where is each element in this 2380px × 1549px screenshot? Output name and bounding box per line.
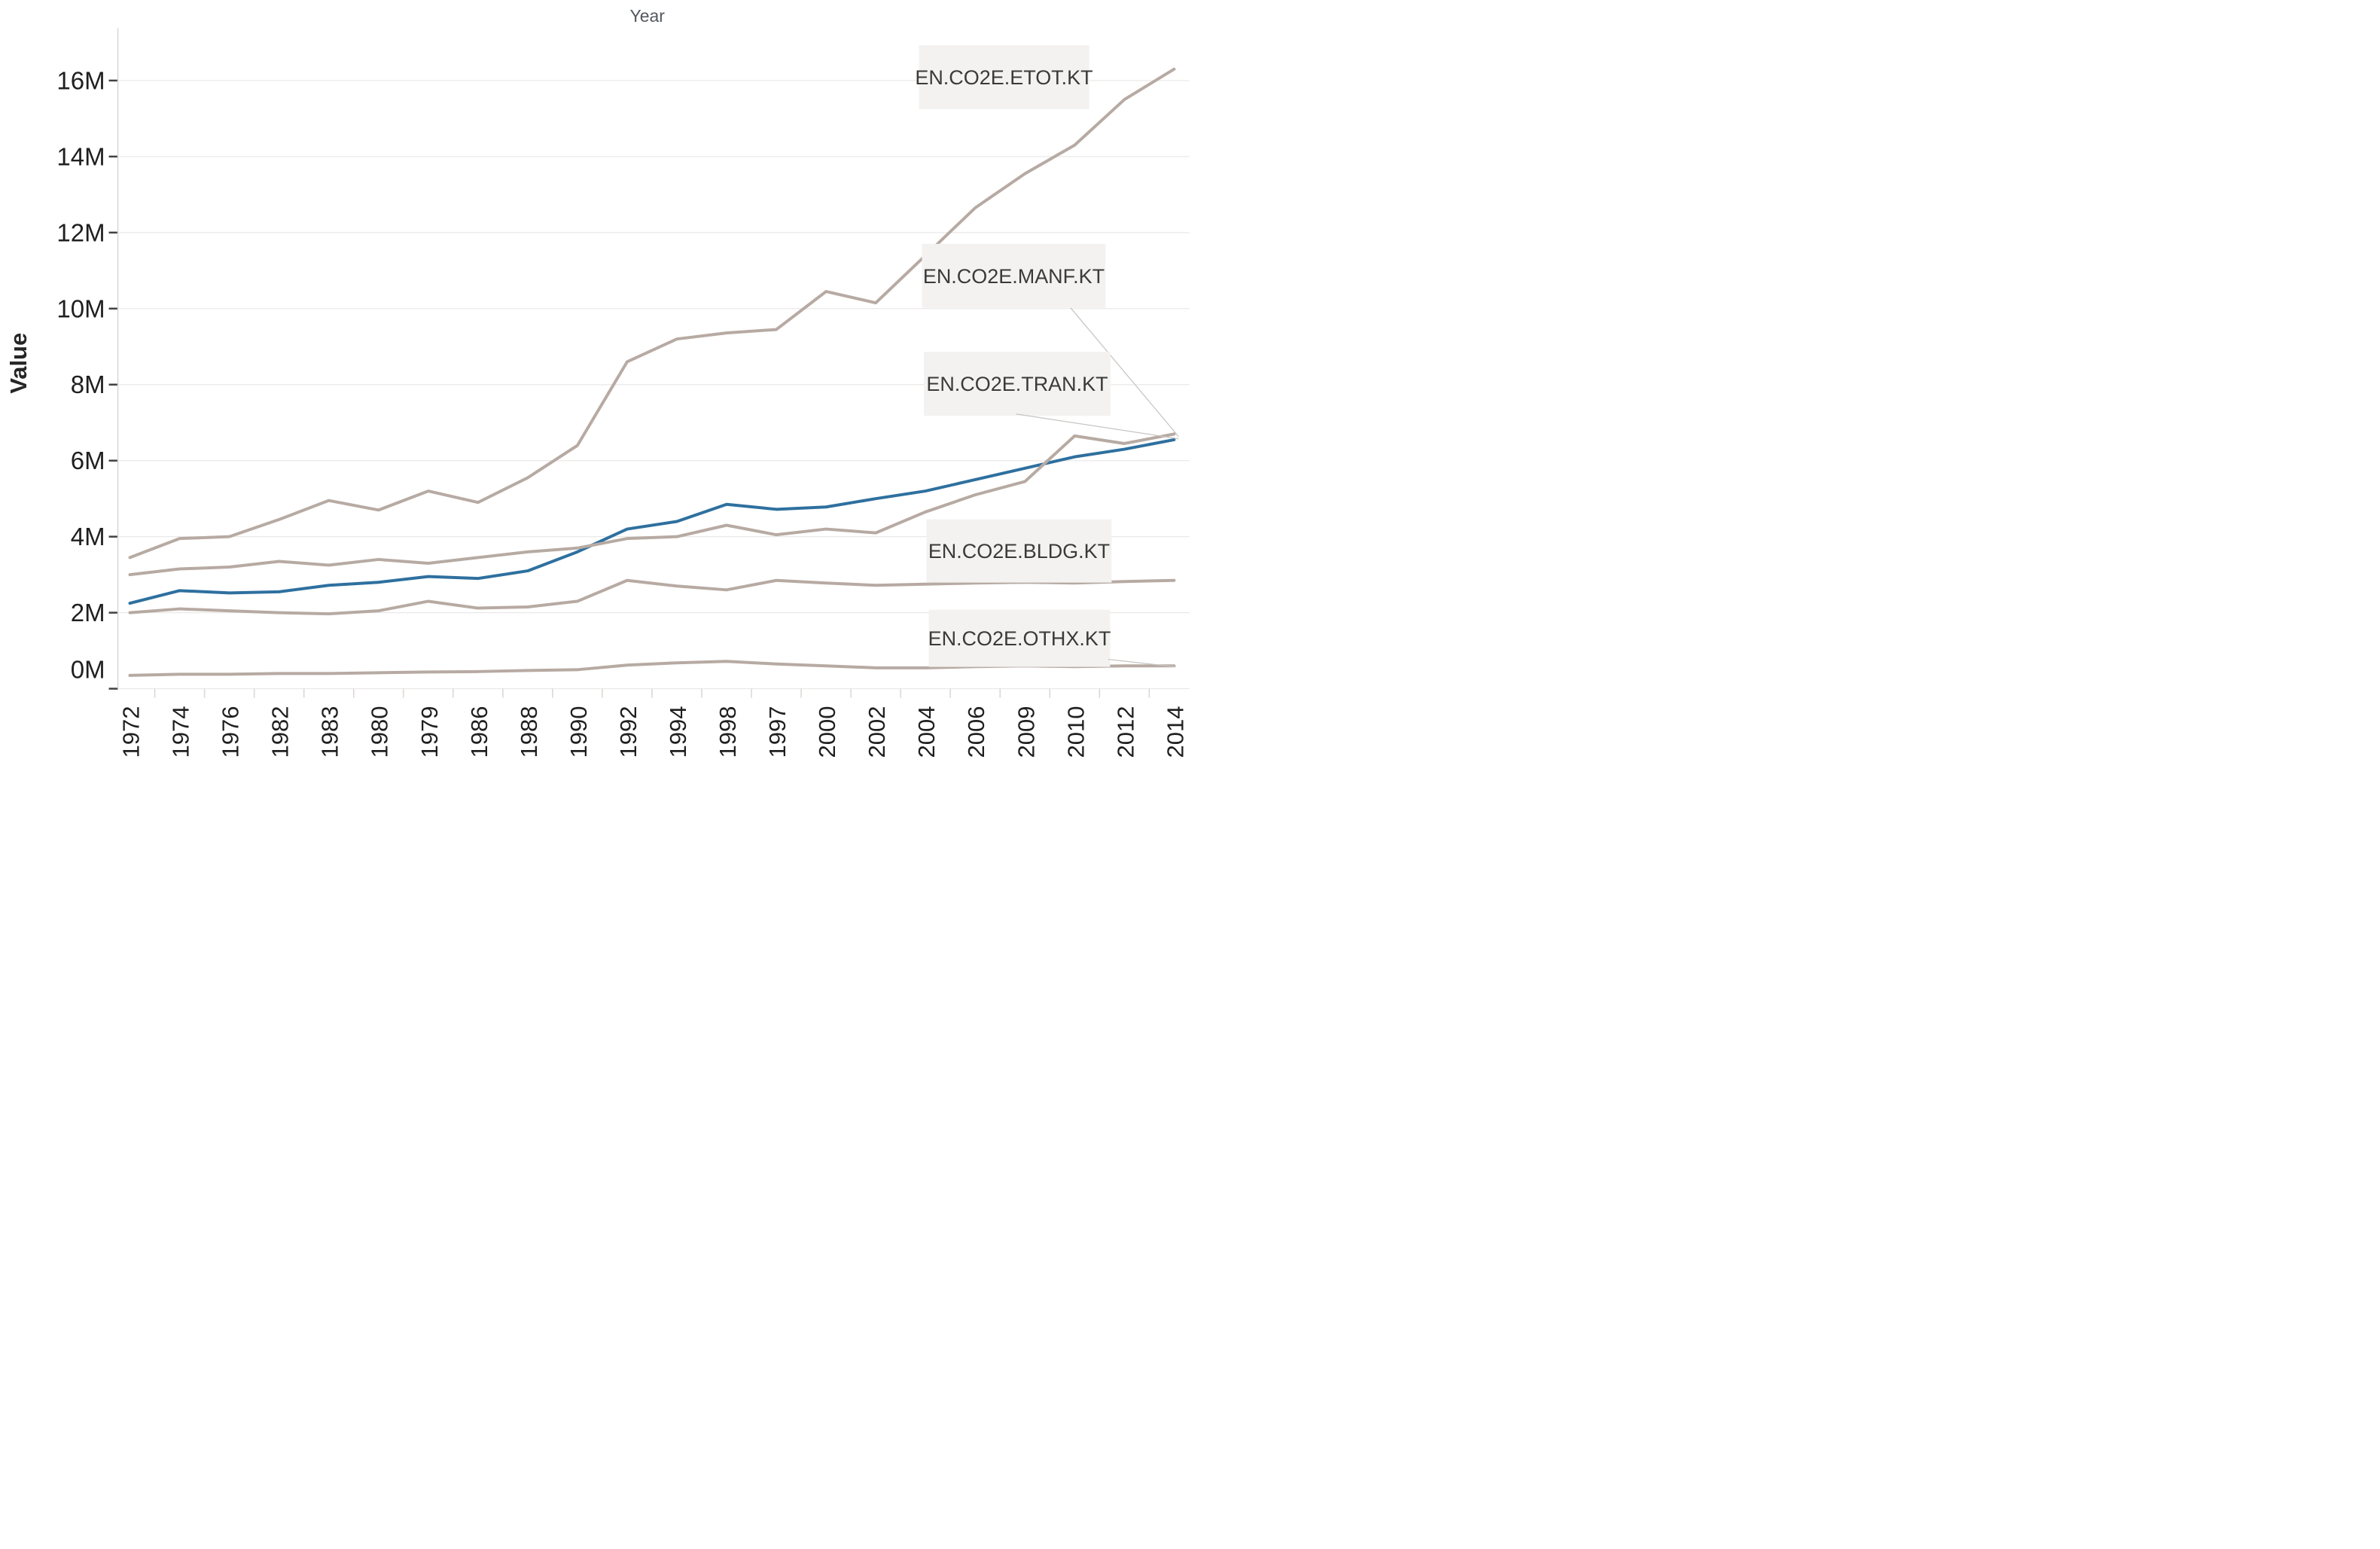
annotation-label: EN.CO2E.ETOT.KT	[915, 66, 1092, 89]
x-tick-label-1974: 1974	[168, 706, 194, 758]
series-line-en-co2e-etot-kt[interactable]	[128, 67, 1176, 560]
y-tick-label-0M: 0M	[71, 656, 105, 684]
x-tick-label-1972: 1972	[118, 706, 145, 758]
y-tick-label-6M: 6M	[71, 447, 105, 474]
x-axis-title: Year	[630, 6, 666, 26]
tableau-line-chart-page: Year Value 0M 2M 4M 6M 8M 10M 12M 14M 16M 1972 19…	[0, 0, 1190, 774]
x-tick-label-1998: 1998	[715, 706, 741, 758]
annotation-leader-line	[1070, 307, 1179, 438]
annotation-leader-line	[1108, 658, 1176, 668]
y-tick-label-10M: 10M	[56, 294, 105, 322]
x-axis: 1972 1974 1976 1982 1983 1980 1979 1986 1988 1990…	[118, 688, 1188, 758]
annotation-en-co2e-bldg-kt[interactable]: EN.CO2E.BLDG.KT	[926, 519, 1112, 583]
x-tick-label-2014: 2014	[1162, 706, 1188, 758]
x-tick-label-1992: 1992	[615, 706, 641, 758]
x-tick-label-2002: 2002	[864, 706, 890, 758]
x-tick-label-1982: 1982	[267, 706, 294, 758]
x-tick-label-1988: 1988	[516, 706, 542, 758]
x-tick-label-1990: 1990	[565, 706, 592, 758]
x-tick-label-2009: 2009	[1013, 706, 1039, 758]
x-tick-label-2010: 2010	[1062, 706, 1089, 758]
y-tick-label-16M: 16M	[56, 66, 105, 94]
annotation-en-co2e-tran-kt[interactable]: EN.CO2E.TRAN.KT	[924, 352, 1179, 440]
x-tick-label-2012: 2012	[1112, 706, 1138, 758]
y-axis: 0M 2M 4M 6M 8M 10M 12M 14M 16M	[56, 28, 119, 690]
series-line-en-co2e-manf-kt[interactable]	[128, 432, 1176, 577]
annotation-en-co2e-manf-kt[interactable]: EN.CO2E.MANF.KT	[922, 243, 1179, 438]
x-tick-label-2006: 2006	[963, 706, 989, 758]
annotation-label: EN.CO2E.MANF.KT	[923, 265, 1105, 288]
annotation-en-co2e-othx-kt[interactable]: EN.CO2E.OTHX.KT	[928, 609, 1176, 668]
y-tick-label-12M: 12M	[56, 218, 105, 246]
annotation-box[interactable]	[922, 243, 1106, 308]
x-tick-label-2000: 2000	[814, 706, 840, 758]
x-tick-label-1980: 1980	[367, 706, 393, 758]
y-tick-label-14M: 14M	[56, 142, 105, 170]
series-annotations: EN.CO2E.ETOT.KT EN.CO2E.MANF.KT EN.CO2E.TR…	[915, 44, 1179, 668]
annotation-label: EN.CO2E.BLDG.KT	[928, 540, 1110, 563]
x-tick-label-1986: 1986	[466, 706, 492, 758]
x-tick-label-1997: 1997	[764, 706, 791, 758]
x-tick-label-1994: 1994	[665, 706, 691, 758]
annotation-box[interactable]	[928, 609, 1111, 667]
y-tick-label-2M: 2M	[71, 599, 105, 627]
series-line-en-co2e-bldg-kt[interactable]	[128, 578, 1176, 616]
x-tick-label-2004: 2004	[913, 706, 940, 758]
y-tick-label-4M: 4M	[71, 523, 105, 550]
annotation-box[interactable]	[919, 44, 1089, 109]
y-tick-label-8M: 8M	[71, 370, 105, 398]
x-tick-label-1976: 1976	[218, 706, 244, 758]
x-tick-label-1983: 1983	[317, 706, 343, 758]
annotation-en-co2e-etot-kt[interactable]: EN.CO2E.ETOT.KT	[915, 44, 1093, 109]
annotation-label: EN.CO2E.TRAN.KT	[926, 373, 1108, 395]
annotation-leader-line	[1016, 413, 1179, 440]
series-line-en-co2e-tran-kt[interactable]	[128, 438, 1176, 605]
y-axis-title: Value	[5, 333, 32, 394]
x-tick-label-1979: 1979	[416, 706, 443, 758]
annotation-box[interactable]	[924, 352, 1111, 416]
annotation-label: EN.CO2E.OTHX.KT	[928, 627, 1111, 650]
annotation-box[interactable]	[926, 519, 1112, 583]
